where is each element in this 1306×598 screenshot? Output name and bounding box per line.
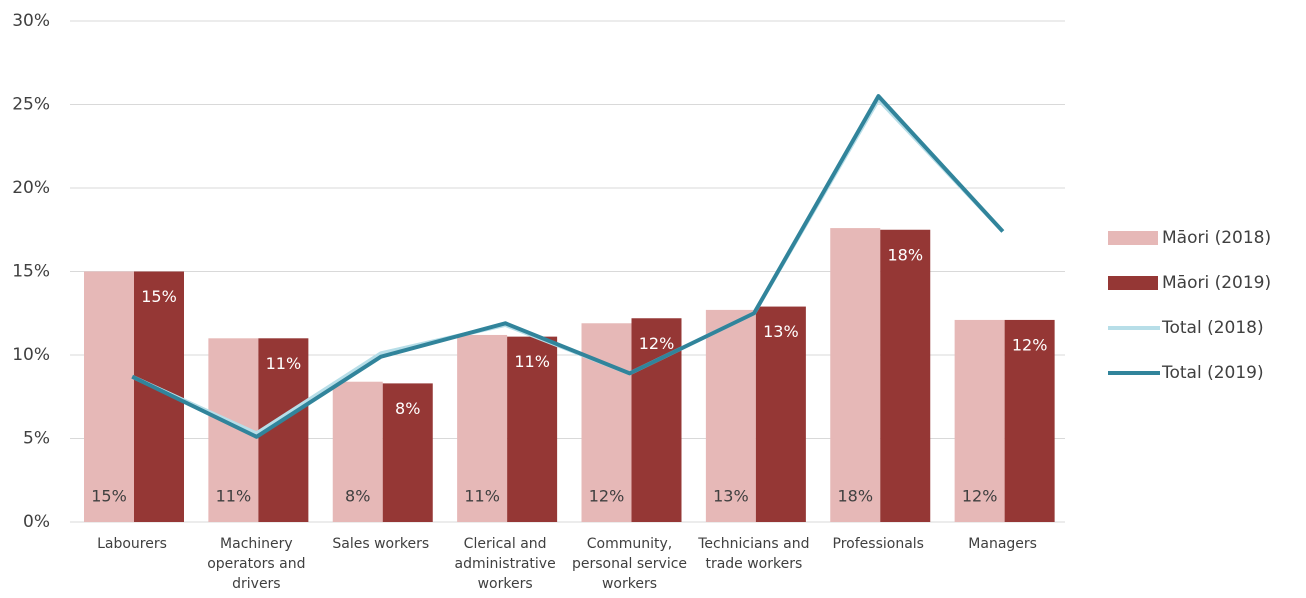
bar <box>457 334 508 522</box>
data-label: 13% <box>713 487 749 506</box>
y-tick-label: 20% <box>12 178 50 198</box>
legend-label: Māori (2018) <box>1162 228 1271 248</box>
x-tick-label: Professionals <box>832 536 924 552</box>
y-tick-label: 15% <box>12 262 50 282</box>
data-label: 12% <box>589 487 625 506</box>
y-tick-label: 5% <box>23 429 50 449</box>
data-label: 12% <box>962 487 998 506</box>
x-tick-label: Managers <box>968 536 1037 552</box>
y-tick-label: 25% <box>12 95 50 115</box>
line <box>131 94 1005 439</box>
data-label: 15% <box>91 487 127 506</box>
legend-label: Māori (2019) <box>1162 273 1271 293</box>
data-label: 15% <box>141 287 177 306</box>
x-tick-label: Labourers <box>97 536 167 552</box>
x-tick-label: Community, personal service workers <box>571 536 688 592</box>
data-label: 11% <box>216 487 252 506</box>
bar <box>507 336 558 522</box>
legend-label: Total (2018) <box>1161 318 1264 338</box>
legend-marker <box>1108 231 1158 245</box>
x-tick-label: Technicians and trade workers <box>698 536 810 572</box>
y-tick-label: 0% <box>23 512 50 532</box>
data-label: 13% <box>763 322 799 341</box>
data-label: 11% <box>514 352 550 371</box>
data-label: 8% <box>395 399 420 418</box>
bar <box>84 271 134 522</box>
legend-marker <box>1108 276 1158 290</box>
data-label: 18% <box>837 487 873 506</box>
bar <box>755 306 806 522</box>
bar <box>880 229 931 522</box>
bar <box>705 309 756 522</box>
bar <box>830 228 881 522</box>
data-label: 11% <box>464 487 500 506</box>
bar <box>954 319 1005 522</box>
x-tick-label: Machinery operators and drivers <box>207 536 306 592</box>
bar <box>332 381 383 522</box>
data-label: 18% <box>887 245 923 264</box>
data-label: 8% <box>345 487 370 506</box>
data-label: 12% <box>639 334 675 353</box>
data-label: 12% <box>1012 335 1048 354</box>
x-tick-label: Clerical and administrative workers <box>454 536 556 592</box>
y-tick-label: 30% <box>12 11 50 31</box>
bar <box>1004 319 1055 522</box>
y-tick-label: 10% <box>12 345 50 365</box>
legend-label: Total (2019) <box>1161 363 1264 383</box>
bar <box>382 383 433 522</box>
x-tick-label: Sales workers <box>332 536 430 552</box>
data-label: 11% <box>266 354 302 373</box>
